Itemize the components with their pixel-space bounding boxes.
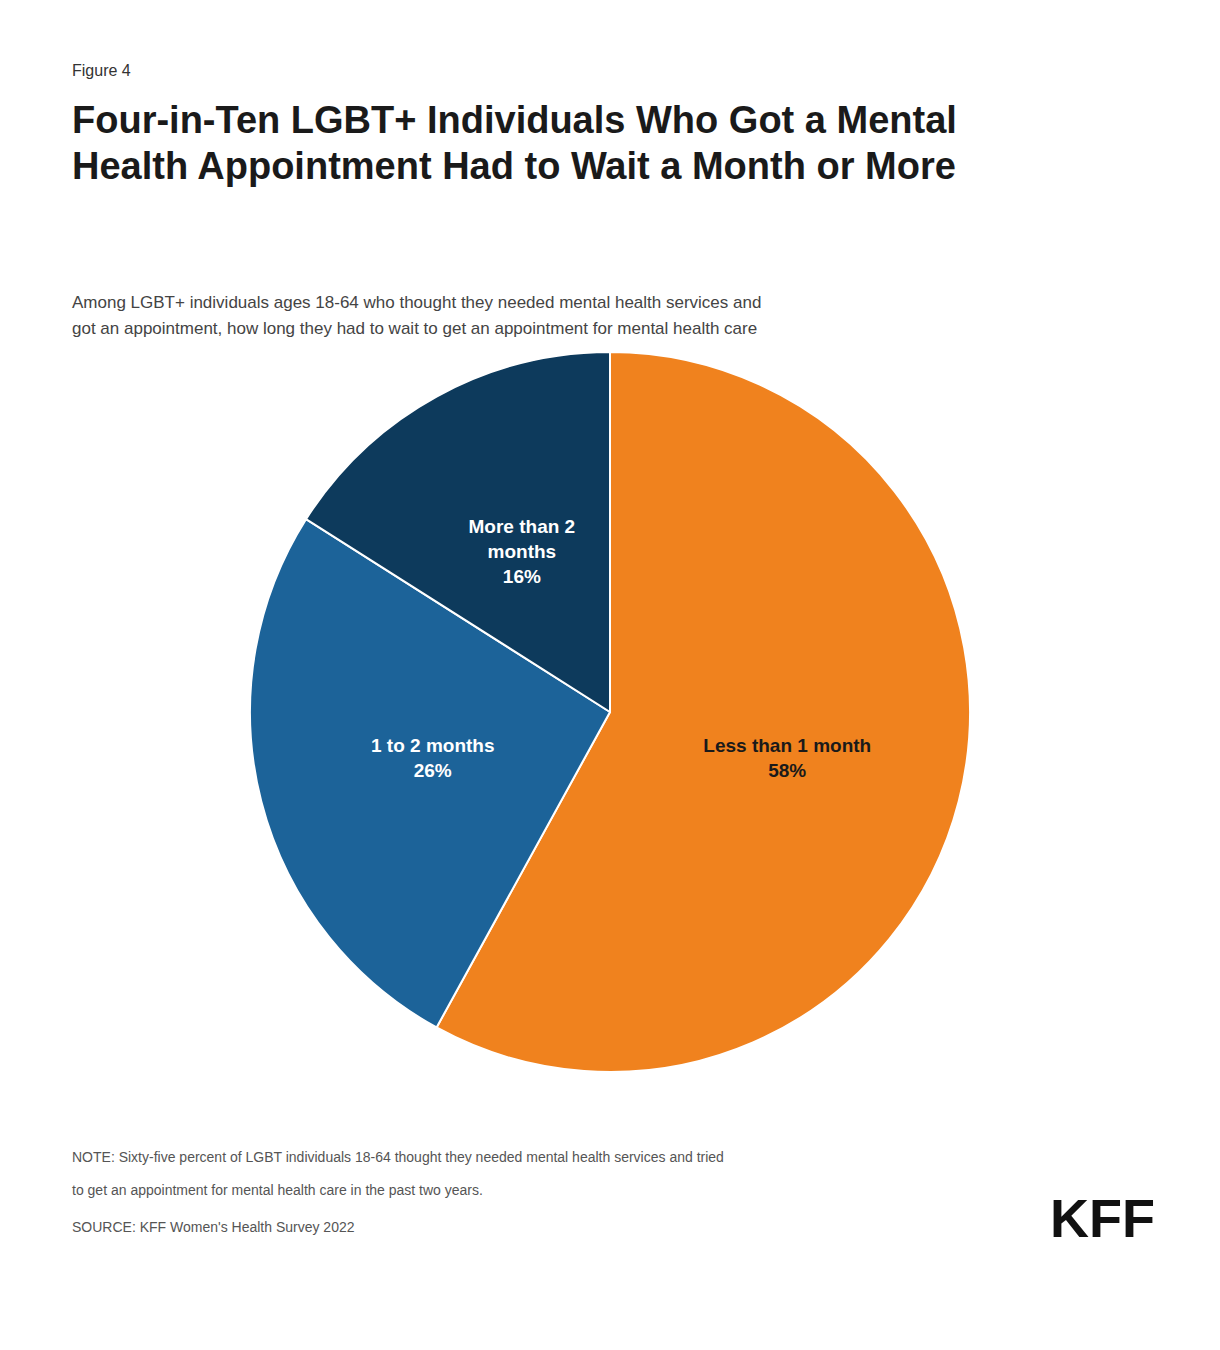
- svg-text:Health Appointment Had to Wait: Health Appointment Had to Wait a Month o…: [72, 145, 956, 187]
- svg-text:1 to 2 months: 1 to 2 months: [371, 735, 495, 756]
- svg-text:KFF: KFF: [1050, 1188, 1155, 1248]
- svg-text:Less than 1 month: Less than 1 month: [703, 735, 871, 756]
- svg-text:months: months: [488, 541, 557, 562]
- svg-text:to get an appointment for ment: to get an appointment for mental health …: [72, 1182, 483, 1198]
- svg-text:Among LGBT+ individuals ages 1: Among LGBT+ individuals ages 18-64 who t…: [72, 293, 761, 312]
- svg-text:Four-in-Ten LGBT+ Individuals: Four-in-Ten LGBT+ Individuals Who Got a …: [72, 99, 957, 141]
- svg-text:58%: 58%: [768, 760, 806, 781]
- svg-text:16%: 16%: [503, 566, 541, 587]
- svg-text:SOURCE: KFF Women's Health Sur: SOURCE: KFF Women's Health Survey 2022: [72, 1219, 355, 1235]
- svg-text:got an appointment, how long t: got an appointment, how long they had to…: [72, 319, 757, 338]
- svg-text:Figure 4: Figure 4: [72, 62, 131, 79]
- svg-text:More than 2: More than 2: [469, 516, 576, 537]
- svg-text:NOTE: Sixty-five percent of LG: NOTE: Sixty-five percent of LGBT individ…: [72, 1149, 724, 1165]
- svg-text:26%: 26%: [414, 760, 452, 781]
